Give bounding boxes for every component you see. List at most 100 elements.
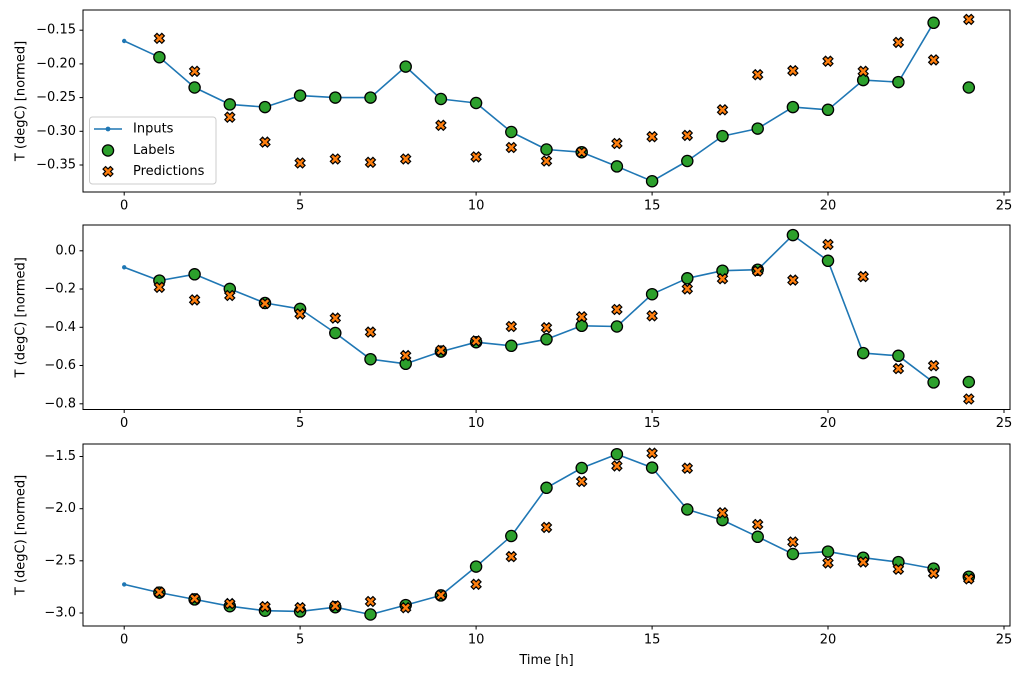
label-point xyxy=(610,160,624,173)
prediction-point xyxy=(294,308,306,320)
prediction-point xyxy=(716,104,729,116)
panel-bottom: 0 5 10 15 20 25 −1.5 −2.0 −2.5 −3.0 T (degC) [norm… xyxy=(14,443,1012,648)
y-tick-label: −2.5 xyxy=(44,553,76,568)
prediction-point xyxy=(927,359,940,372)
prediction-point xyxy=(153,32,166,45)
prediction-point xyxy=(575,311,588,323)
prediction-point xyxy=(540,321,553,334)
predictions-scatter xyxy=(153,447,975,614)
predictions-x-swatch xyxy=(102,165,114,178)
x-tick-label: 20 xyxy=(820,199,837,214)
x-tick-label: 15 xyxy=(644,199,661,214)
x-tick-label: 10 xyxy=(468,633,485,648)
x-tick-label: 0 xyxy=(120,633,128,648)
label-point xyxy=(856,346,870,360)
y-axis-label: T (degC) [normed] xyxy=(14,41,29,162)
input-point xyxy=(122,38,127,44)
axes-spines xyxy=(82,9,1011,193)
prediction-point xyxy=(224,597,236,610)
panel-middle: 0 5 10 15 20 25 0.0 −0.2 −0.4 −0.6 −0.8 T (degC) [n… xyxy=(14,224,1012,431)
label-point xyxy=(751,530,764,544)
label-point xyxy=(716,129,729,143)
label-point xyxy=(329,91,342,104)
x-tick-label: 15 xyxy=(644,633,661,648)
inputs-dot-swatch xyxy=(105,126,111,132)
label-point xyxy=(364,352,377,366)
y-tick-label: −0.25 xyxy=(36,90,76,105)
prediction-point xyxy=(399,153,412,165)
legend-label: Inputs xyxy=(133,122,174,137)
label-point xyxy=(610,320,624,333)
x-tick-label: 20 xyxy=(820,633,837,648)
x-axis: 0 5 10 15 20 25 xyxy=(120,626,1012,648)
prediction-point xyxy=(646,447,658,459)
label-point xyxy=(645,287,659,301)
x-axis-label: Time [h] xyxy=(518,653,573,668)
prediction-point xyxy=(611,137,623,150)
prediction-point xyxy=(505,550,518,563)
legend-item-inputs: Inputs xyxy=(94,122,174,137)
prediction-point xyxy=(646,130,658,143)
y-tick-label: −0.2 xyxy=(44,282,76,297)
input-point xyxy=(122,265,127,270)
prediction-point xyxy=(927,54,940,66)
prediction-point xyxy=(963,573,975,585)
label-point xyxy=(786,100,800,114)
label-point xyxy=(821,545,835,558)
prediction-point xyxy=(294,157,306,169)
prediction-point xyxy=(540,155,553,167)
label-point xyxy=(610,447,624,461)
inputs-path xyxy=(123,234,935,384)
label-point xyxy=(540,333,553,346)
prediction-point xyxy=(927,567,940,580)
label-point xyxy=(540,481,553,495)
legend: Inputs Labels Predictions xyxy=(89,116,217,185)
prediction-point xyxy=(716,507,729,519)
prediction-point xyxy=(822,55,834,67)
label-point xyxy=(681,503,694,516)
predictions-scatter xyxy=(153,13,975,169)
x-tick-label: 0 xyxy=(120,416,128,431)
x-tick-label: 5 xyxy=(296,633,304,648)
label-point xyxy=(153,50,166,64)
y-tick-label: −0.15 xyxy=(36,23,76,38)
prediction-point xyxy=(399,601,412,614)
label-point xyxy=(188,268,201,281)
predictions-scatter xyxy=(153,238,975,405)
label-point xyxy=(786,228,800,242)
prediction-point xyxy=(822,238,834,251)
y-axis-label: T (degC) [normed] xyxy=(14,475,29,596)
y-axis: −1.5 −2.0 −2.5 −3.0 xyxy=(44,449,83,621)
prediction-point xyxy=(435,344,447,357)
label-point xyxy=(856,73,870,87)
prediction-point xyxy=(399,349,412,362)
prediction-point xyxy=(716,272,729,285)
x-tick-label: 15 xyxy=(644,416,661,431)
prediction-point xyxy=(892,362,905,375)
prediction-point xyxy=(787,536,799,548)
prediction-point xyxy=(787,274,799,286)
y-tick-label: −0.4 xyxy=(44,320,76,335)
prediction-point xyxy=(188,294,201,306)
label-point xyxy=(892,349,905,363)
label-point xyxy=(329,326,342,340)
label-point xyxy=(258,100,272,114)
label-point xyxy=(364,608,377,621)
prediction-point xyxy=(470,151,482,163)
prediction-point xyxy=(505,141,518,154)
prediction-point xyxy=(857,556,869,568)
prediction-point xyxy=(575,475,588,488)
prediction-point xyxy=(857,65,869,78)
prediction-point xyxy=(259,297,271,310)
prediction-point xyxy=(505,320,518,333)
legend-box xyxy=(89,116,217,185)
prediction-point xyxy=(470,578,482,591)
label-point xyxy=(505,125,518,139)
prediction-point xyxy=(892,36,905,49)
label-point xyxy=(188,81,201,94)
y-tick-label: −0.8 xyxy=(44,396,76,411)
label-point xyxy=(962,81,976,94)
label-point xyxy=(892,75,905,89)
legend-label: Predictions xyxy=(133,164,205,179)
label-point xyxy=(786,547,800,561)
